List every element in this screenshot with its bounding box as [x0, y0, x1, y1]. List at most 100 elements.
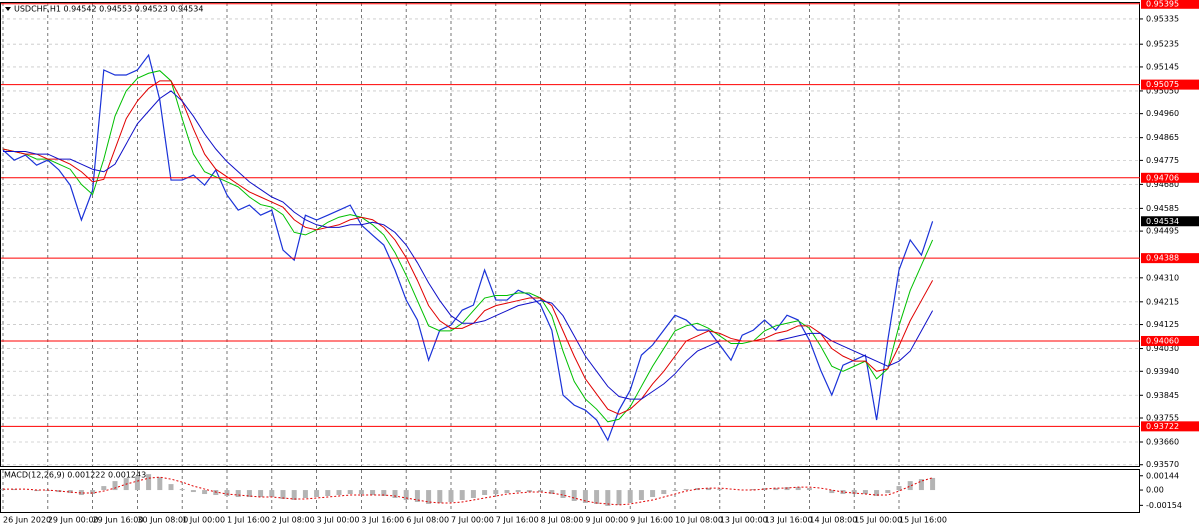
macd-bar [325, 490, 331, 497]
macd-bar [381, 490, 387, 497]
y-tick-label: 0.95335 [1146, 14, 1179, 23]
macd-bar [806, 488, 812, 491]
macd-bar [627, 490, 633, 503]
x-tick-label: 1 Jul 16:00 [227, 516, 270, 525]
macd-bar [661, 490, 667, 495]
y-tick-label: 0.94125 [1146, 320, 1179, 329]
macd-bar [314, 490, 320, 498]
macd-bar [885, 490, 891, 494]
y-tick-label: 0.94960 [1146, 109, 1179, 118]
macd-bar [459, 490, 465, 500]
macd-bar [504, 490, 510, 494]
level-label: 0.93722 [1146, 422, 1179, 431]
macd-bar [336, 490, 342, 496]
macd-bar [269, 490, 275, 498]
macd-bar [616, 490, 622, 505]
macd-bar [571, 490, 577, 501]
level-label: 0.94060 [1146, 336, 1179, 345]
x-tick-label: 8 Jul 08:00 [541, 516, 584, 525]
level-label: 0.94706 [1146, 173, 1179, 182]
macd-bar [67, 490, 73, 494]
y-tick-label: 0.93755 [1146, 414, 1179, 423]
macd-bar [683, 489, 689, 491]
y-tick-label: 0.95235 [1146, 40, 1179, 49]
x-tick-label: 9 Jul 16:00 [630, 516, 673, 525]
macd-bar [190, 490, 196, 493]
macd-y-tick-label: -0.00154 [1146, 501, 1182, 510]
macd-bar [101, 486, 107, 491]
macd-bar [224, 490, 230, 497]
y-tick-label: 0.93940 [1146, 367, 1179, 376]
x-tick-label: 13 Jul 16:00 [765, 516, 813, 525]
macd-bar [291, 490, 297, 500]
macd-bar [907, 481, 913, 491]
y-tick-label: 0.94865 [1146, 133, 1179, 142]
y-tick-label: 0.94310 [1146, 273, 1179, 282]
level-label-bg [1141, 335, 1199, 346]
level-label-bg [1141, 253, 1199, 264]
y-tick-label: 0.95050 [1146, 86, 1179, 95]
macd-bar [829, 490, 835, 494]
x-tick-label: 2 Jul 08:00 [272, 516, 315, 525]
y-tick-label: 0.93570 [1146, 460, 1179, 469]
macd-bar [638, 490, 644, 500]
chart-title: USDCHF,H1 0.94542 0.94553 0.94523 0.9453… [14, 5, 203, 14]
macd-bar [246, 490, 252, 498]
y-tick-label: 0.94215 [1146, 297, 1179, 306]
macd-bar [146, 474, 152, 491]
x-tick-label: 1 Jul 00:00 [182, 516, 225, 525]
current-price-bg [1141, 216, 1199, 227]
level-label: 0.95075 [1146, 80, 1179, 89]
macd-bar [392, 490, 398, 498]
x-tick-label: 9 Jul 00:00 [585, 516, 628, 525]
price-line [2, 53, 934, 442]
macd-bar [482, 490, 488, 496]
macd-bar [78, 490, 84, 496]
macd-bar [605, 490, 611, 506]
y-tick-label: 0.95145 [1146, 62, 1179, 71]
macd-title: MACD(12,26,9) 0.001222 0.001243 [4, 471, 146, 480]
macd-bar [258, 490, 264, 498]
macd-bar [90, 490, 96, 495]
x-tick-label: 3 Jul 16:00 [361, 516, 404, 525]
y-tick-label: 0.94775 [1146, 156, 1179, 165]
y-tick-label: 0.93845 [1146, 391, 1179, 400]
macd-bar [672, 490, 678, 492]
macd-bar [157, 477, 163, 491]
moving-average [2, 80, 934, 415]
moving-average [2, 70, 934, 423]
y-tick-label: 0.94585 [1146, 204, 1179, 213]
macd-y-tick-label: 0.00144 [1146, 471, 1179, 480]
menu-triangle[interactable] [5, 7, 11, 11]
y-tick-label: 0.94495 [1146, 227, 1179, 236]
macd-bar [470, 490, 476, 498]
level-label-bg [1141, 79, 1199, 90]
macd-bar [426, 490, 432, 504]
macd-bar [347, 490, 353, 495]
x-tick-label: 30 Jun 08:00 [137, 516, 188, 525]
macd-bar [112, 481, 118, 491]
macd-bar [11, 489, 17, 491]
level-label: 0.95395 [1146, 0, 1179, 8]
price-window-frame [0, 2, 1140, 467]
x-tick-label: 15 Jul 16:00 [899, 516, 947, 525]
y-tick-label: 0.94030 [1146, 344, 1179, 353]
macd-bar [862, 490, 868, 495]
macd-bar [773, 488, 779, 491]
macd-bar [549, 490, 555, 495]
macd-bar [358, 490, 364, 495]
macd-bar [526, 490, 532, 493]
y-tick-label: 0.94680 [1146, 180, 1179, 189]
macd-bar [179, 489, 185, 491]
x-tick-label: 26 Jun 2020 [3, 516, 51, 525]
macd-bar [448, 490, 454, 502]
macd-bar [370, 490, 376, 496]
macd-bar [650, 490, 656, 498]
macd-bar [918, 479, 924, 491]
macd-bar [280, 490, 286, 499]
macd-bar [302, 490, 308, 498]
current-price-label: 0.94534 [1146, 217, 1179, 226]
macd-bar [437, 490, 443, 503]
macd-bar [493, 490, 499, 495]
